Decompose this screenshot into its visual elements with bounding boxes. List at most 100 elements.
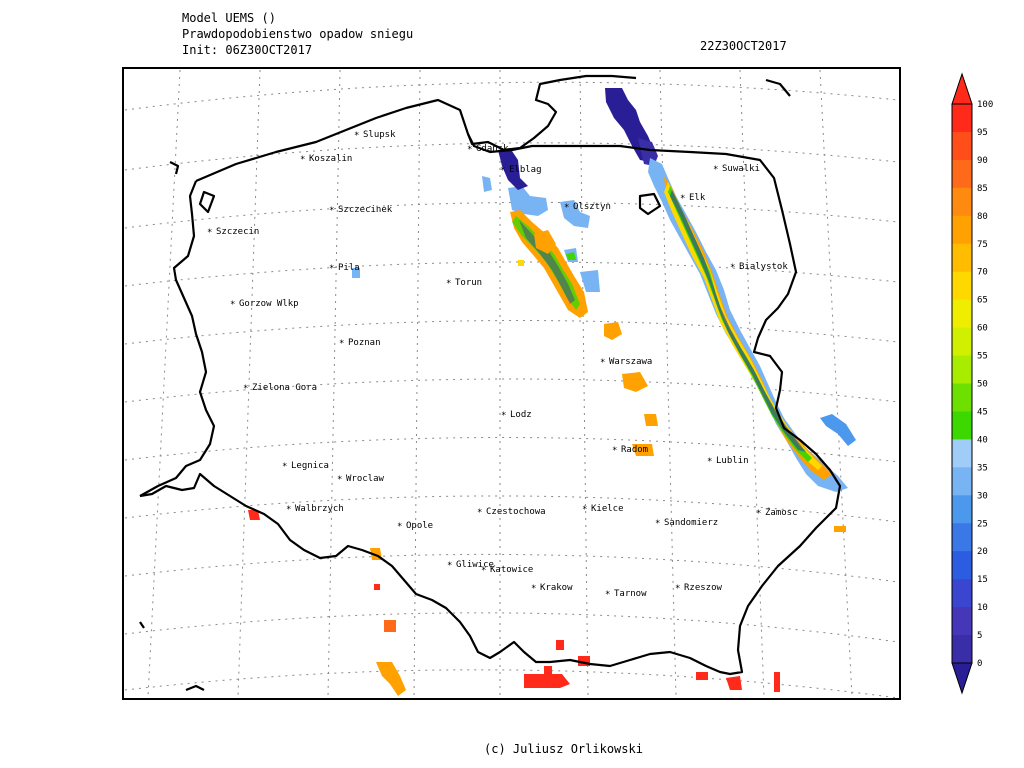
colorbar-tick-label: 35	[977, 463, 988, 473]
city-marker-icon: *	[730, 263, 735, 273]
city-marker-icon: *	[337, 475, 342, 485]
colorbar-min-arrow	[951, 662, 973, 695]
colorbar-tick-label: 25	[977, 519, 988, 529]
colorbar-tick-label: 45	[977, 407, 988, 417]
city-sandomierz: Sandomierz	[664, 518, 718, 528]
colorbar-tick-label: 80	[977, 212, 988, 222]
colorbar-swatch	[952, 579, 972, 608]
city-rzeszow: Rzeszow	[684, 583, 723, 593]
colorbar-swatch	[952, 131, 972, 161]
poland-border	[139, 74, 842, 692]
city-gdansk: Gdansk	[476, 144, 509, 154]
colorbar-swatch	[952, 327, 972, 357]
colorbar-tick-label: 15	[977, 575, 988, 585]
colorbar-swatch	[952, 635, 972, 664]
city-tarnow: Tarnow	[614, 589, 647, 599]
city-marker-icon: *	[713, 165, 718, 175]
colorbar-tick-label: 30	[977, 491, 988, 501]
city-elblag: Elblag	[509, 165, 542, 175]
colorbar-outline	[951, 103, 973, 664]
city-marker-icon: *	[481, 566, 486, 576]
city-lodz: Lodz	[510, 410, 532, 420]
colorbar: 1009590858075706560555045403530252015105…	[951, 72, 993, 695]
city-radom: Radom	[621, 445, 648, 455]
colorbar-swatch	[952, 187, 972, 217]
city-marker-icon: *	[282, 462, 287, 472]
colorbar-tick-label: 75	[977, 240, 988, 250]
colorbar-swatch	[952, 411, 972, 440]
colorbar-tick-label: 100	[977, 100, 993, 110]
valid-time: 22Z30OCT2017	[700, 39, 787, 53]
city-marker-icon: *	[467, 145, 472, 155]
colorbar-tick-label: 5	[977, 631, 982, 641]
city-marker-icon: *	[300, 155, 305, 165]
city-marker-icon: *	[243, 384, 248, 394]
city-marker-icon: *	[756, 509, 761, 519]
city-marker-icon: *	[582, 505, 587, 515]
city-marker-icon: *	[477, 508, 482, 518]
city-marker-icon: *	[501, 411, 506, 421]
colorbar-tick-label: 95	[977, 128, 988, 138]
city-labels: * Slupsk * Gdansk * Koszalin * Elblag * Suwal…	[207, 130, 798, 600]
credit-text: (c) Juliusz Orlikowski	[484, 742, 643, 756]
city-kielce: Kielce	[591, 504, 624, 514]
colorbar-swatch	[952, 243, 972, 273]
city-legnica: Legnica	[291, 461, 329, 471]
city-marker-icon: *	[707, 457, 712, 467]
city-warszawa: Warszawa	[609, 357, 652, 367]
city-marker-icon: *	[675, 584, 680, 594]
city-bialystok: Bialystok	[739, 262, 788, 272]
colorbar-tick-label: 60	[977, 324, 988, 334]
city-marker-icon: *	[447, 561, 452, 571]
city-marker-icon: *	[286, 505, 291, 515]
city-koszalin: Koszalin	[309, 154, 352, 164]
colorbar-swatch	[952, 271, 972, 301]
colorbar-tick-label: 90	[977, 156, 988, 166]
colorbar-tick-label: 40	[977, 435, 988, 445]
city-marker-icon: *	[564, 203, 569, 213]
init-time: Init: 06Z30OCT2017	[182, 43, 313, 57]
city-gliwice: Gliwice	[456, 560, 494, 570]
city-suwalki: Suwalki	[722, 164, 760, 174]
city-szczecin: Szczecin	[216, 227, 259, 237]
city-marker-icon: *	[612, 446, 617, 456]
city-szczecinek: Szczecinek	[338, 205, 393, 215]
city-marker-icon: *	[500, 166, 505, 176]
city-lublin: Lublin	[716, 456, 749, 466]
city-marker-icon: *	[680, 194, 685, 204]
colorbar-tick-label: 70	[977, 268, 988, 278]
city-marker-icon: *	[446, 279, 451, 289]
colorbar-swatch	[952, 467, 972, 496]
city-marker-icon: *	[207, 228, 212, 238]
city-marker-icon: *	[339, 339, 344, 349]
city-marker-icon: *	[397, 522, 402, 532]
colorbar-swatch	[952, 299, 972, 329]
city-zamosc: Zamosc	[765, 508, 798, 518]
city-torun: Torun	[455, 278, 482, 288]
city-marker-icon: *	[600, 358, 605, 368]
city-walbrzych: Walbrzych	[295, 504, 344, 514]
city-marker-icon: *	[531, 584, 536, 594]
city-wroclaw: Wroclaw	[346, 474, 385, 484]
city-czestochowa: Czestochowa	[486, 507, 546, 517]
city-opole: Opole	[406, 521, 433, 531]
colorbar-swatch	[952, 159, 972, 189]
colorbar-swatch	[952, 607, 972, 636]
colorbar-tick-label: 50	[977, 380, 988, 390]
colorbar-swatch	[952, 551, 972, 580]
colorbar-swatch	[952, 104, 972, 133]
colorbar-max-arrow	[951, 72, 973, 105]
city-pila: Pila	[338, 263, 360, 273]
city-marker-icon: *	[354, 131, 359, 141]
colorbar-tick-label: 65	[977, 296, 988, 306]
city-marker-icon: *	[605, 590, 610, 600]
colorbar-swatch	[952, 383, 972, 412]
colorbar-tick-label: 0	[977, 659, 982, 669]
city-krakow: Krakow	[540, 583, 573, 593]
colorbar-swatch	[952, 355, 972, 384]
city-marker-icon: *	[655, 519, 660, 529]
probability-field	[248, 88, 856, 696]
city-poznan: Poznan	[348, 338, 381, 348]
city-gorzow: Gorzow Wlkp	[239, 299, 299, 309]
